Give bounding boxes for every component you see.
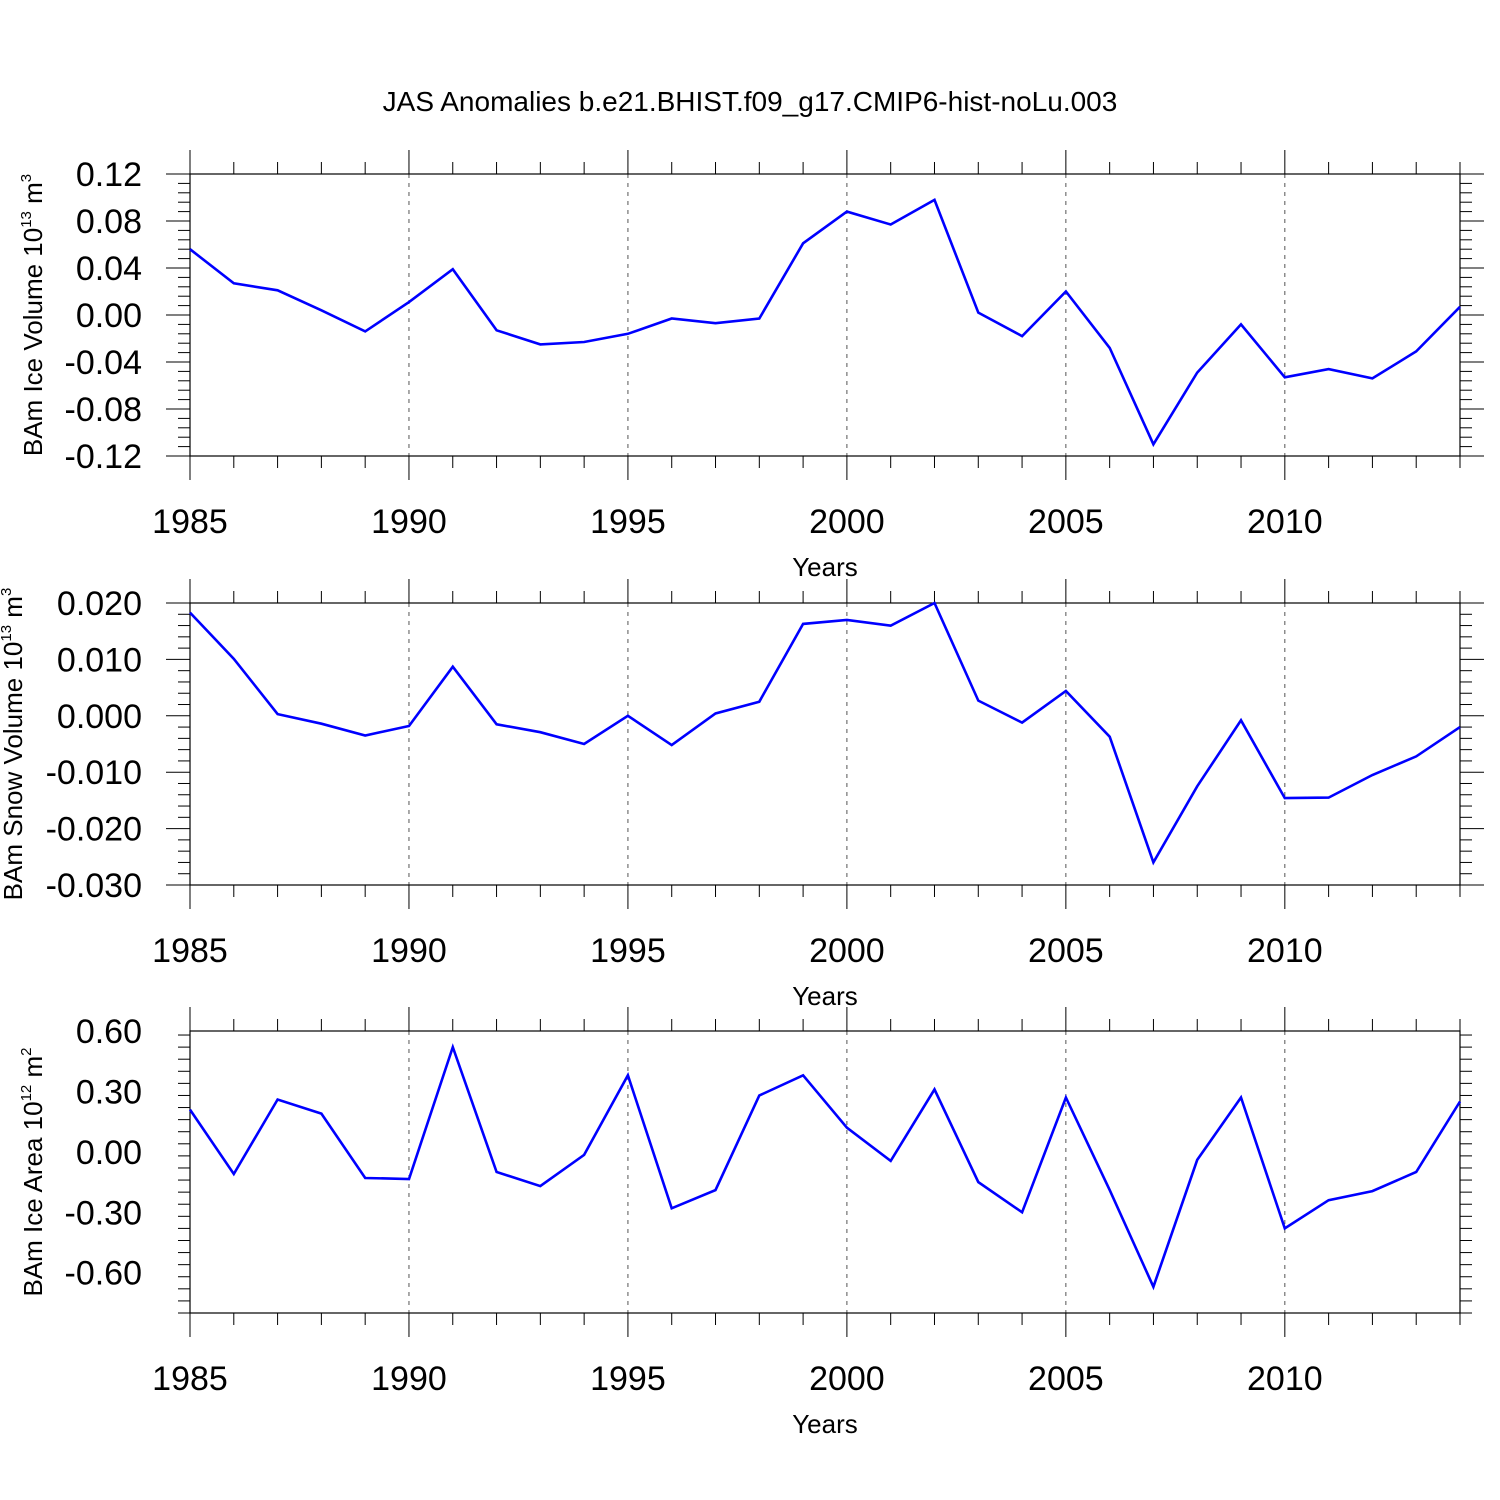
y-tick-label: 0.010 — [57, 641, 142, 679]
x-tick-label: 2010 — [1247, 1360, 1323, 1398]
y-axis-label-unit: m — [18, 1056, 48, 1085]
chart-panel-3: 0.60 0.30 0.00 -0.30 -0.60 1985 1990 1995 2000 20… — [18, 1007, 1472, 1439]
y-axis-label-main: BAm Ice Area 10 — [18, 1101, 48, 1296]
y-axis-label-unit-exponent: 3 — [18, 174, 35, 182]
y-tick-label: -0.30 — [65, 1194, 143, 1232]
chart-panel-2: 0.020 0.010 0.000 -0.010 -0.020 -0.030 1985 199… — [0, 579, 1484, 1011]
x-tick-label: 2000 — [809, 1360, 885, 1398]
series-line — [188, 1043, 1462, 1291]
y-axis-label-exponent: 13 — [18, 211, 35, 228]
y-axis-label: BAm Ice Area 1012 m2 — [18, 1047, 48, 1296]
x-tick-label: 1995 — [590, 503, 666, 541]
plot-frame — [189, 602, 1461, 886]
y-tick-label: -0.12 — [65, 438, 143, 476]
y-axis-label-main: BAm Ice Volume 10 — [18, 228, 48, 456]
x-tick-label: 1985 — [152, 932, 228, 970]
y-axis-label: BAm Snow Volume 1013 m3 — [0, 588, 28, 901]
y-axis-label-unit: m — [18, 182, 48, 211]
y-axis-label-main: BAm Snow Volume 10 — [0, 642, 28, 901]
series-line — [189, 601, 1461, 866]
y-tick-label: 0.00 — [76, 297, 142, 335]
y-tick-label: 0.30 — [76, 1073, 142, 1111]
x-tick-label: 1990 — [371, 1360, 447, 1398]
y-axis-label-unit: m — [0, 596, 28, 625]
y-tick-label: 0.60 — [76, 1013, 142, 1051]
plot-frame — [189, 1030, 1461, 1314]
x-axis-label: Years — [792, 981, 858, 1011]
x-tick-label: 1985 — [152, 503, 228, 541]
y-axis-label-exponent: 12 — [18, 1085, 35, 1102]
series-line — [189, 198, 1461, 448]
x-tick-label: 2000 — [809, 503, 885, 541]
x-axis-label: Years — [792, 1409, 858, 1439]
y-tick-label: -0.60 — [65, 1255, 143, 1293]
y-axis-label: BAm Ice Volume 1013 m3 — [18, 174, 48, 456]
y-tick-label: -0.08 — [65, 391, 143, 429]
y-tick-label: 0.000 — [57, 698, 142, 736]
x-tick-label: 1995 — [590, 932, 666, 970]
y-axis-label-unit-exponent: 3 — [0, 588, 15, 596]
x-tick-label: 2005 — [1028, 932, 1104, 970]
x-tick-label: 2010 — [1247, 932, 1323, 970]
x-tick-label: 1985 — [152, 1360, 228, 1398]
y-tick-label: 0.08 — [76, 203, 142, 241]
y-tick-label: -0.030 — [46, 867, 142, 905]
y-tick-label: 0.12 — [76, 156, 142, 194]
x-tick-label: 2005 — [1028, 1360, 1104, 1398]
x-tick-label: 1995 — [590, 1360, 666, 1398]
y-axis-label-exponent: 13 — [0, 625, 15, 642]
x-tick-label: 1990 — [371, 503, 447, 541]
y-axis-label-unit-exponent: 2 — [18, 1047, 35, 1055]
plot-frame — [189, 173, 1461, 457]
y-tick-label: 0.020 — [57, 585, 142, 623]
x-tick-label: 2010 — [1247, 503, 1323, 541]
y-tick-label: 0.00 — [76, 1134, 142, 1172]
y-tick-label: -0.04 — [65, 344, 143, 382]
y-tick-label: -0.010 — [46, 754, 142, 792]
figure-title: JAS Anomalies b.e21.BHIST.f09_g17.CMIP6-… — [383, 86, 1118, 117]
x-tick-label: 2005 — [1028, 503, 1104, 541]
x-axis-label: Years — [792, 552, 858, 582]
y-tick-label: -0.020 — [46, 811, 142, 849]
y-tick-label: 0.04 — [76, 250, 142, 288]
x-tick-label: 2000 — [809, 932, 885, 970]
x-tick-label: 1990 — [371, 932, 447, 970]
